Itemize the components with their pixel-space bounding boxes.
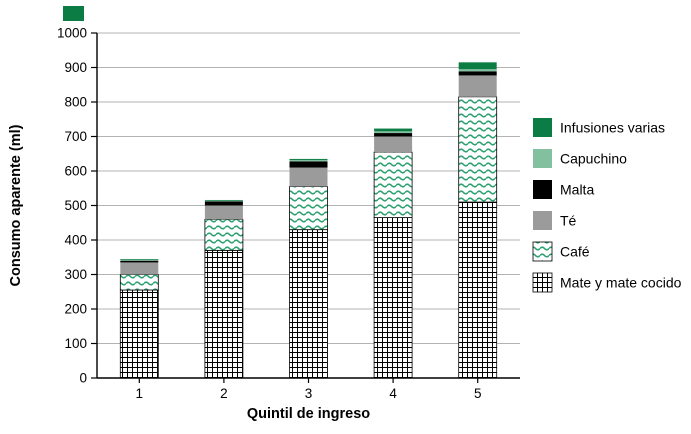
y-tick-label: 700 <box>64 129 87 144</box>
bar-segment-t--q4 <box>374 136 413 153</box>
bar-segment-capuchino-q3 <box>289 159 328 162</box>
legend-item: Té <box>533 211 577 230</box>
x-tick-label: 5 <box>474 386 482 401</box>
bar-segment-capuchino-q1 <box>120 259 159 261</box>
legend-label: Té <box>560 213 577 229</box>
bar-segment-infusiones-varias-q2 <box>204 199 243 201</box>
bar-segment-capuchino-q2 <box>204 200 243 202</box>
bar-segment-caf--q5 <box>458 96 498 203</box>
legend-label: Malta <box>560 182 594 198</box>
y-tick-label: 900 <box>64 60 87 75</box>
x-tick-label: 1 <box>136 386 144 401</box>
y-tick-label: 500 <box>64 198 87 213</box>
bar-segment-mate-y-mate-cocido-q3 <box>289 229 328 379</box>
y-tick-label: 200 <box>64 302 87 317</box>
bar-segment-infusiones-varias-q4 <box>374 128 413 132</box>
legend-label: Mate y mate cocido <box>560 275 682 291</box>
legend-swatch-capuchino <box>533 149 552 168</box>
bar-segment-mate-y-mate-cocido-q1 <box>119 289 159 379</box>
legend-label: Infusiones varias <box>560 120 665 136</box>
bar-segment-capuchino-q4 <box>374 131 413 134</box>
bar-segment-t--q1 <box>120 262 159 275</box>
y-tick-label: 0 <box>79 371 87 386</box>
bar-segment-caf--q4 <box>373 151 413 218</box>
y-tick-label: 600 <box>64 164 87 179</box>
y-tick-label: 1000 <box>57 26 87 41</box>
legend-label: Café <box>560 244 590 260</box>
y-tick-label: 400 <box>64 233 87 248</box>
legend-item: Infusiones varias <box>533 118 665 137</box>
bar-segment-malta-q1 <box>120 260 159 263</box>
bar-segment-mate-y-mate-cocido-q4 <box>373 217 413 379</box>
bar-segment-caf--q2 <box>204 218 244 251</box>
y-tick-label: 100 <box>64 336 87 351</box>
legend-item: Café <box>532 241 590 262</box>
bar-segment-malta-q3 <box>289 161 328 168</box>
x-tick-label: 2 <box>220 386 228 401</box>
bar-segment-capuchino-q5 <box>458 69 497 72</box>
bar-segment-t--q5 <box>458 75 497 97</box>
legend: Infusiones varias Capuchino Malta Té Café Mat… <box>532 118 682 293</box>
legend-swatch-mate-y-mate-cocido <box>532 272 553 293</box>
bar-segment-infusiones-varias-q3 <box>289 158 328 160</box>
y-tick-label: 800 <box>64 95 87 110</box>
bar-segment-malta-q2 <box>204 201 243 206</box>
bar-segment-malta-q5 <box>458 71 497 76</box>
legend-item: Capuchino <box>533 149 627 168</box>
bar-segment-malta-q4 <box>374 133 413 137</box>
bar-segment-t--q2 <box>204 205 243 220</box>
legend-label: Capuchino <box>560 151 627 167</box>
legend-swatch-caf- <box>532 241 553 262</box>
legend-item: Mate y mate cocido <box>532 272 682 293</box>
bar-segment-caf--q1 <box>119 274 159 291</box>
bar-segment-mate-y-mate-cocido-q5 <box>458 201 498 379</box>
bar-segment-infusiones-varias-q5 <box>458 62 497 70</box>
x-tick-label: 4 <box>389 386 397 401</box>
legend-swatch-t- <box>533 211 552 230</box>
bar-segment-caf--q3 <box>289 186 328 231</box>
legend-swatch-malta <box>533 180 552 199</box>
y-tick-label: 300 <box>64 267 87 282</box>
corner-marker <box>63 6 84 21</box>
x-tick-label: 3 <box>305 386 313 401</box>
legend-swatch-infusiones-varias <box>533 118 552 137</box>
legend-item: Malta <box>533 180 594 199</box>
bar-segment-t--q3 <box>289 167 328 187</box>
y-axis-title: Consumo aparente (ml) <box>8 124 24 286</box>
bar-segment-infusiones-varias-q1 <box>120 258 159 260</box>
x-axis-title: Quintil de ingreso <box>247 406 370 422</box>
bar-segment-mate-y-mate-cocido-q2 <box>204 249 244 379</box>
